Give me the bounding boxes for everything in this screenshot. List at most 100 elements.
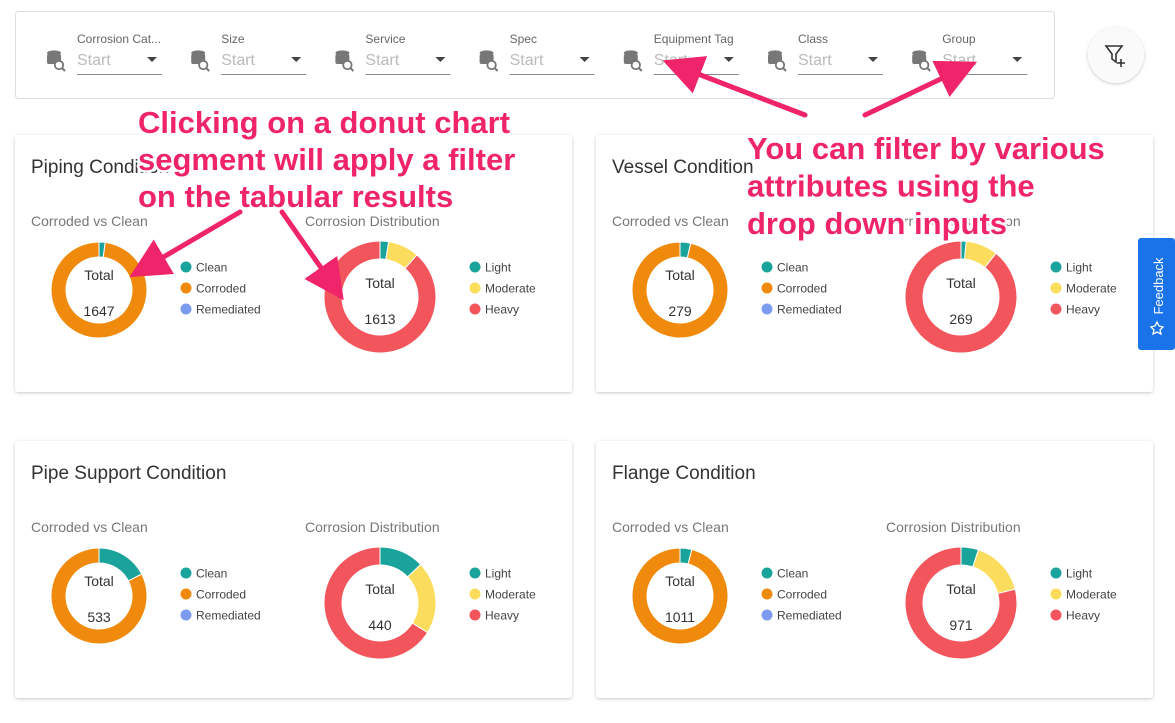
filter-input[interactable]: Start [798, 52, 832, 69]
legend-swatch[interactable] [1050, 282, 1062, 294]
legend-label[interactable]: Light [1066, 567, 1093, 581]
legend-label[interactable]: Clean [196, 567, 227, 581]
filter-placeholder[interactable]: Start [221, 52, 255, 69]
legend-swatch[interactable] [761, 588, 773, 600]
legend-label[interactable]: Clean [196, 261, 227, 275]
legend-label[interactable]: Heavy [1066, 303, 1100, 317]
donut-center-label: Total [665, 573, 695, 589]
dropdown-arrow [147, 57, 157, 62]
legend-label[interactable]: Heavy [485, 609, 519, 623]
legend-label[interactable]: Light [485, 567, 512, 581]
legend-swatch[interactable] [180, 588, 192, 600]
legend-swatch[interactable] [1050, 567, 1062, 579]
legend-swatch[interactable] [761, 303, 773, 315]
filter-dropdown[interactable]: Spec Start [479, 32, 595, 75]
dropdown-arrow [868, 57, 878, 62]
filter-input[interactable]: Start [221, 52, 255, 69]
legend-swatch[interactable] [180, 567, 192, 579]
legend-swatch[interactable] [469, 261, 481, 273]
filter-dropdown[interactable]: Size Start [191, 32, 307, 75]
legend-swatch[interactable] [1050, 609, 1062, 621]
donut-segment[interactable] [904, 240, 1018, 354]
icon-part [342, 59, 353, 71]
donut-segment[interactable] [50, 547, 148, 645]
legend-label[interactable]: Remediated [196, 609, 261, 623]
database-search-icon [47, 50, 66, 72]
legend-swatch[interactable] [1050, 303, 1062, 315]
legend-label[interactable]: Moderate [1066, 588, 1117, 602]
annotation-text: You can filter by various [747, 131, 1105, 166]
donut-segment[interactable] [323, 546, 429, 660]
filter-input[interactable]: Start [942, 52, 976, 69]
filter-placeholder[interactable]: Start [798, 52, 832, 69]
filter-placeholder[interactable]: Start [510, 52, 544, 69]
legend-label[interactable]: Corroded [196, 282, 246, 296]
legend-label[interactable]: Moderate [485, 282, 536, 296]
legend-swatch[interactable] [180, 303, 192, 315]
icon-part [638, 67, 643, 72]
legend-swatch[interactable] [469, 282, 481, 294]
legend-swatch[interactable] [180, 609, 192, 621]
filter-dropdown[interactable]: Class Start [768, 32, 883, 75]
legend-swatch[interactable] [469, 609, 481, 621]
donut-center-label: Total [84, 267, 114, 283]
chart-subtitle: Corroded vs Clean [31, 519, 148, 535]
legend-swatch[interactable] [761, 609, 773, 621]
filter-input[interactable]: Start [77, 52, 111, 69]
legend-label[interactable]: Heavy [485, 303, 519, 317]
legend-label[interactable]: Remediated [196, 303, 261, 317]
icon-part [205, 67, 210, 72]
legend-swatch[interactable] [469, 588, 481, 600]
database-search-icon [912, 50, 931, 72]
filter-input[interactable]: Start [365, 52, 399, 69]
legend-label[interactable]: Remediated [777, 303, 842, 317]
legend-swatch[interactable] [1050, 588, 1062, 600]
legend-label[interactable]: Light [1066, 261, 1093, 275]
filter-placeholder[interactable]: Start [77, 52, 111, 69]
donut-segment[interactable] [904, 546, 1018, 660]
annotation-text: Clicking on a donut chart [138, 105, 510, 140]
legend-label[interactable]: Light [485, 261, 512, 275]
legend-swatch[interactable] [761, 567, 773, 579]
legend-label[interactable]: Clean [777, 567, 808, 581]
legend-swatch[interactable] [180, 261, 192, 273]
annotation-text: attributes using the [747, 169, 1035, 204]
legend-label[interactable]: Remediated [777, 609, 842, 623]
donut-segment[interactable] [50, 241, 148, 339]
legend-swatch[interactable] [761, 282, 773, 294]
legend-label[interactable]: Moderate [485, 588, 536, 602]
filter-placeholder[interactable]: Start [942, 52, 976, 69]
legend-label[interactable]: Corroded [777, 588, 827, 602]
card-background [15, 441, 572, 698]
icon-part [349, 67, 355, 72]
donut-center-label: Total [946, 275, 976, 291]
legend-label[interactable]: Clean [777, 261, 808, 275]
add-filter-button[interactable] [1088, 27, 1144, 83]
filter-input[interactable]: Start [510, 52, 544, 69]
legend-label[interactable]: Corroded [777, 282, 827, 296]
filter-bar [15, 11, 1055, 99]
donut-segment[interactable] [323, 240, 437, 354]
legend-label[interactable]: Moderate [1066, 282, 1117, 296]
donut-segment[interactable] [631, 547, 729, 645]
dropdown-arrow [723, 57, 734, 62]
legend-label[interactable]: Corroded [196, 588, 246, 602]
filter-label: Service [365, 32, 405, 46]
filter-dropdown[interactable]: Service Start [335, 32, 451, 75]
legend-swatch[interactable] [761, 261, 773, 273]
legend-swatch[interactable] [1050, 261, 1062, 273]
filter-placeholder[interactable]: Start [365, 52, 399, 69]
donut-segment[interactable] [631, 241, 729, 339]
donut-center-label: Total [946, 581, 976, 597]
legend-swatch[interactable] [469, 303, 481, 315]
filter-dropdown[interactable]: Corrosion Cat... Start [47, 32, 162, 75]
legend-label[interactable]: Heavy [1066, 609, 1100, 623]
feedback-tab[interactable]: Feedback [1138, 238, 1175, 350]
card-background [15, 135, 572, 392]
feedback-label[interactable]: Feedback [1151, 257, 1166, 315]
donut-total: 533 [87, 609, 111, 625]
icon-part [630, 59, 641, 71]
legend-swatch[interactable] [180, 282, 192, 294]
legend-swatch[interactable] [469, 567, 481, 579]
